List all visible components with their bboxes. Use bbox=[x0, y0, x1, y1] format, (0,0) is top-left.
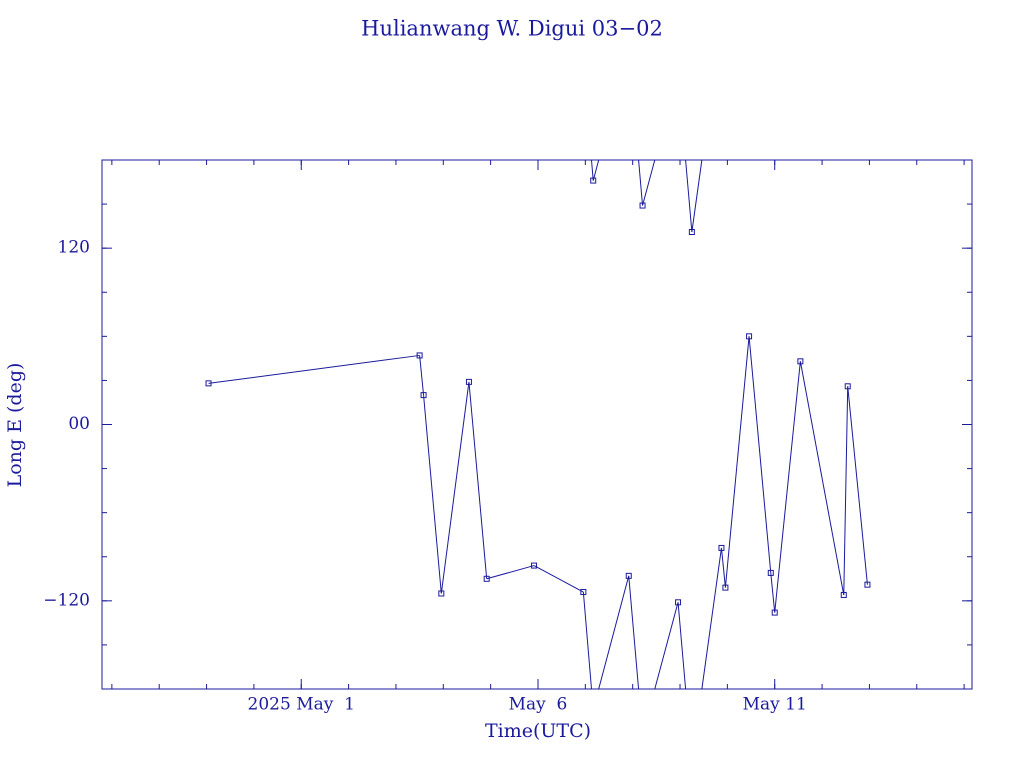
point-marker bbox=[483, 575, 490, 582]
point-marker bbox=[625, 572, 632, 579]
point-marker bbox=[771, 609, 778, 616]
y-tick-label: −120 bbox=[43, 590, 90, 610]
line-segment bbox=[468, 381, 488, 579]
point-marker bbox=[531, 562, 538, 569]
line-segment bbox=[208, 354, 420, 384]
line-segment bbox=[720, 547, 726, 588]
line-segment bbox=[748, 336, 772, 573]
x-tick-label: May 11 bbox=[743, 695, 807, 715]
line-segment bbox=[642, 159, 679, 690]
point-marker bbox=[844, 383, 851, 390]
line-segment bbox=[691, 159, 722, 690]
line-segment bbox=[533, 565, 584, 593]
point-marker bbox=[438, 590, 445, 597]
line-segment bbox=[628, 159, 644, 690]
point-marker bbox=[688, 229, 695, 236]
plot-frame bbox=[101, 159, 973, 690]
point-marker bbox=[675, 599, 682, 606]
y-axis-label: Long E (deg) bbox=[4, 363, 26, 488]
point-marker bbox=[767, 569, 774, 576]
point-marker bbox=[465, 378, 472, 385]
point-marker bbox=[205, 380, 212, 387]
line-segment bbox=[419, 355, 425, 396]
line-segment bbox=[592, 159, 630, 690]
point-marker bbox=[580, 589, 587, 596]
y-tick-label: 120 bbox=[58, 238, 90, 258]
point-marker bbox=[718, 544, 725, 551]
line-segment bbox=[799, 361, 845, 596]
x-axis-label: Time(UTC) bbox=[485, 720, 591, 742]
line-segment bbox=[677, 159, 693, 690]
line-segment bbox=[440, 381, 470, 594]
line-segment bbox=[774, 361, 801, 613]
point-marker bbox=[722, 584, 729, 591]
point-marker bbox=[416, 352, 423, 359]
line-segment bbox=[486, 565, 535, 580]
x-tick-label: May 6 bbox=[509, 695, 568, 715]
line-segment bbox=[770, 572, 776, 613]
line-segment bbox=[843, 386, 849, 595]
line-segment bbox=[847, 386, 868, 585]
point-marker bbox=[840, 591, 847, 598]
point-marker bbox=[797, 358, 804, 365]
y-tick-label: 00 bbox=[68, 414, 90, 434]
chart-title: Hulianwang W. Digui 03−02 bbox=[361, 17, 663, 41]
x-tick-label: 2025 May 1 bbox=[248, 695, 355, 715]
point-marker bbox=[590, 177, 597, 184]
line-segment bbox=[423, 395, 442, 594]
point-marker bbox=[639, 202, 646, 209]
line-segment bbox=[724, 336, 750, 588]
line-segment bbox=[582, 159, 594, 690]
point-marker bbox=[864, 581, 871, 588]
point-marker bbox=[420, 392, 427, 399]
point-marker bbox=[746, 333, 753, 340]
